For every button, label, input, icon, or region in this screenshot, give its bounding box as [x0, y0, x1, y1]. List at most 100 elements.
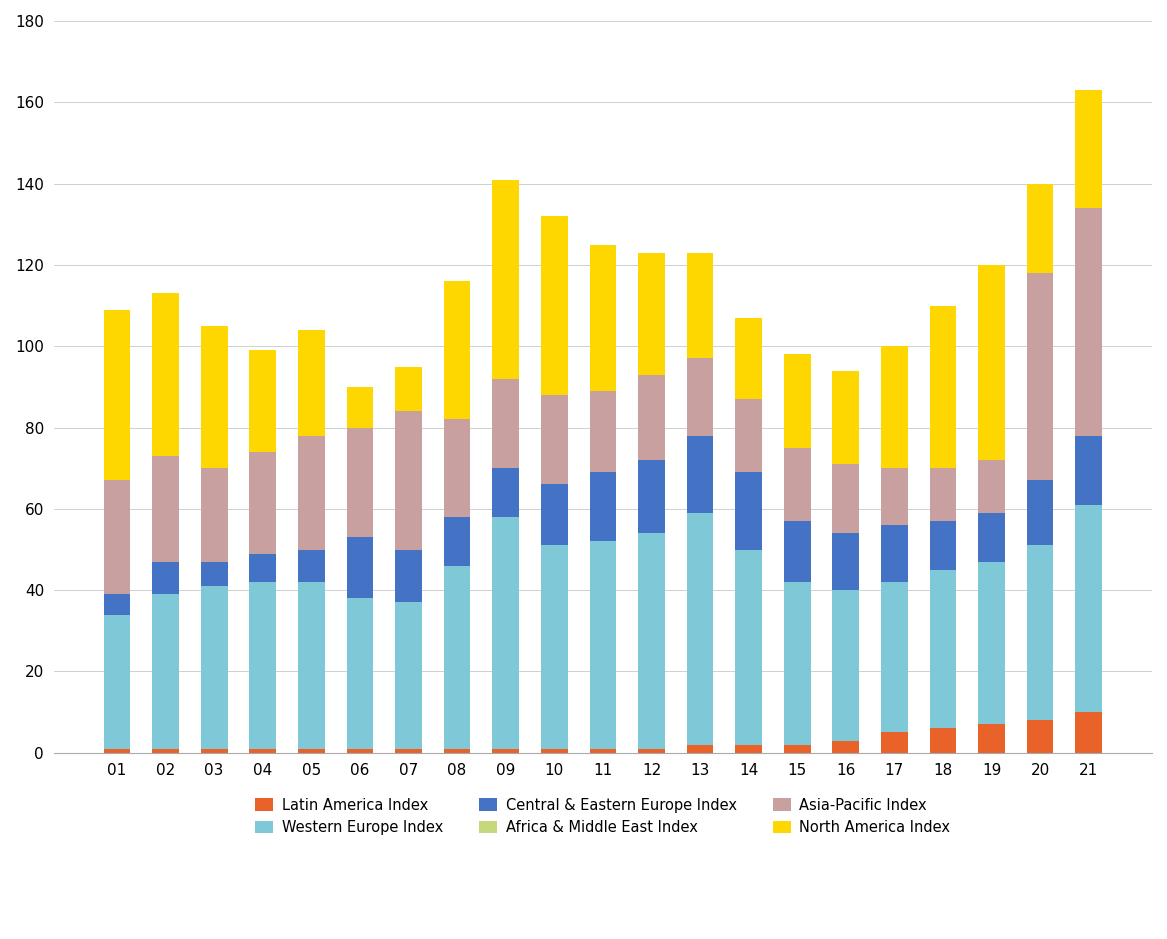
Bar — [930, 305, 956, 469]
Bar — [784, 354, 811, 448]
Bar — [735, 549, 762, 745]
Bar — [250, 582, 277, 748]
Bar — [396, 602, 422, 748]
Bar — [589, 391, 616, 472]
Bar — [1075, 208, 1102, 436]
Bar — [201, 469, 228, 562]
Bar — [638, 460, 665, 533]
Bar — [784, 745, 811, 753]
Bar — [1075, 90, 1102, 208]
Bar — [492, 469, 519, 517]
Bar — [541, 485, 567, 546]
Bar — [881, 469, 908, 525]
Bar — [492, 378, 519, 469]
Bar — [298, 582, 324, 748]
Legend: Latin America Index, Western Europe Index, Central & Eastern Europe Index, Afric: Latin America Index, Western Europe Inde… — [250, 792, 956, 840]
Bar — [1075, 436, 1102, 505]
Bar — [881, 732, 908, 753]
Bar — [347, 387, 373, 427]
Bar — [832, 741, 859, 753]
Bar — [396, 748, 422, 753]
Bar — [104, 481, 131, 594]
Bar — [152, 293, 179, 456]
Bar — [638, 748, 665, 753]
Bar — [541, 546, 567, 748]
Bar — [250, 748, 277, 753]
Bar — [881, 525, 908, 582]
Bar — [1027, 481, 1054, 546]
Bar — [832, 591, 859, 741]
Bar — [930, 729, 956, 753]
Bar — [396, 549, 422, 602]
Bar — [978, 724, 1005, 753]
Bar — [298, 436, 324, 549]
Bar — [686, 745, 713, 753]
Bar — [978, 562, 1005, 724]
Bar — [347, 748, 373, 753]
Bar — [1027, 546, 1054, 720]
Bar — [298, 330, 324, 436]
Bar — [638, 533, 665, 748]
Bar — [396, 366, 422, 411]
Bar — [589, 472, 616, 542]
Bar — [589, 748, 616, 753]
Bar — [152, 594, 179, 748]
Bar — [201, 748, 228, 753]
Bar — [250, 452, 277, 554]
Bar — [104, 748, 131, 753]
Bar — [250, 350, 277, 452]
Bar — [152, 562, 179, 594]
Bar — [443, 420, 470, 517]
Bar — [784, 521, 811, 582]
Bar — [735, 472, 762, 549]
Bar — [541, 748, 567, 753]
Bar — [638, 375, 665, 460]
Bar — [1027, 184, 1054, 273]
Bar — [735, 399, 762, 472]
Bar — [589, 542, 616, 748]
Bar — [396, 411, 422, 549]
Bar — [832, 464, 859, 533]
Bar — [152, 748, 179, 753]
Bar — [930, 570, 956, 729]
Bar — [686, 436, 713, 513]
Bar — [784, 582, 811, 745]
Bar — [978, 460, 1005, 513]
Bar — [686, 253, 713, 359]
Bar — [735, 317, 762, 399]
Bar — [152, 456, 179, 562]
Bar — [541, 395, 567, 485]
Bar — [492, 179, 519, 378]
Bar — [298, 549, 324, 582]
Bar — [443, 517, 470, 566]
Bar — [638, 253, 665, 375]
Bar — [347, 598, 373, 748]
Bar — [881, 582, 908, 732]
Bar — [104, 614, 131, 748]
Bar — [298, 748, 324, 753]
Bar — [686, 359, 713, 436]
Bar — [978, 513, 1005, 562]
Bar — [1027, 273, 1054, 481]
Bar — [104, 594, 131, 614]
Bar — [201, 562, 228, 586]
Bar — [1075, 505, 1102, 712]
Bar — [201, 326, 228, 469]
Bar — [443, 281, 470, 420]
Bar — [589, 244, 616, 391]
Bar — [930, 521, 956, 570]
Bar — [443, 748, 470, 753]
Bar — [735, 745, 762, 753]
Bar — [832, 371, 859, 464]
Bar — [443, 566, 470, 748]
Bar — [1075, 712, 1102, 753]
Bar — [347, 427, 373, 537]
Bar — [541, 216, 567, 395]
Bar — [881, 346, 908, 469]
Bar — [686, 513, 713, 745]
Bar — [784, 448, 811, 521]
Bar — [832, 533, 859, 591]
Bar — [104, 310, 131, 481]
Bar — [250, 554, 277, 582]
Bar — [347, 537, 373, 598]
